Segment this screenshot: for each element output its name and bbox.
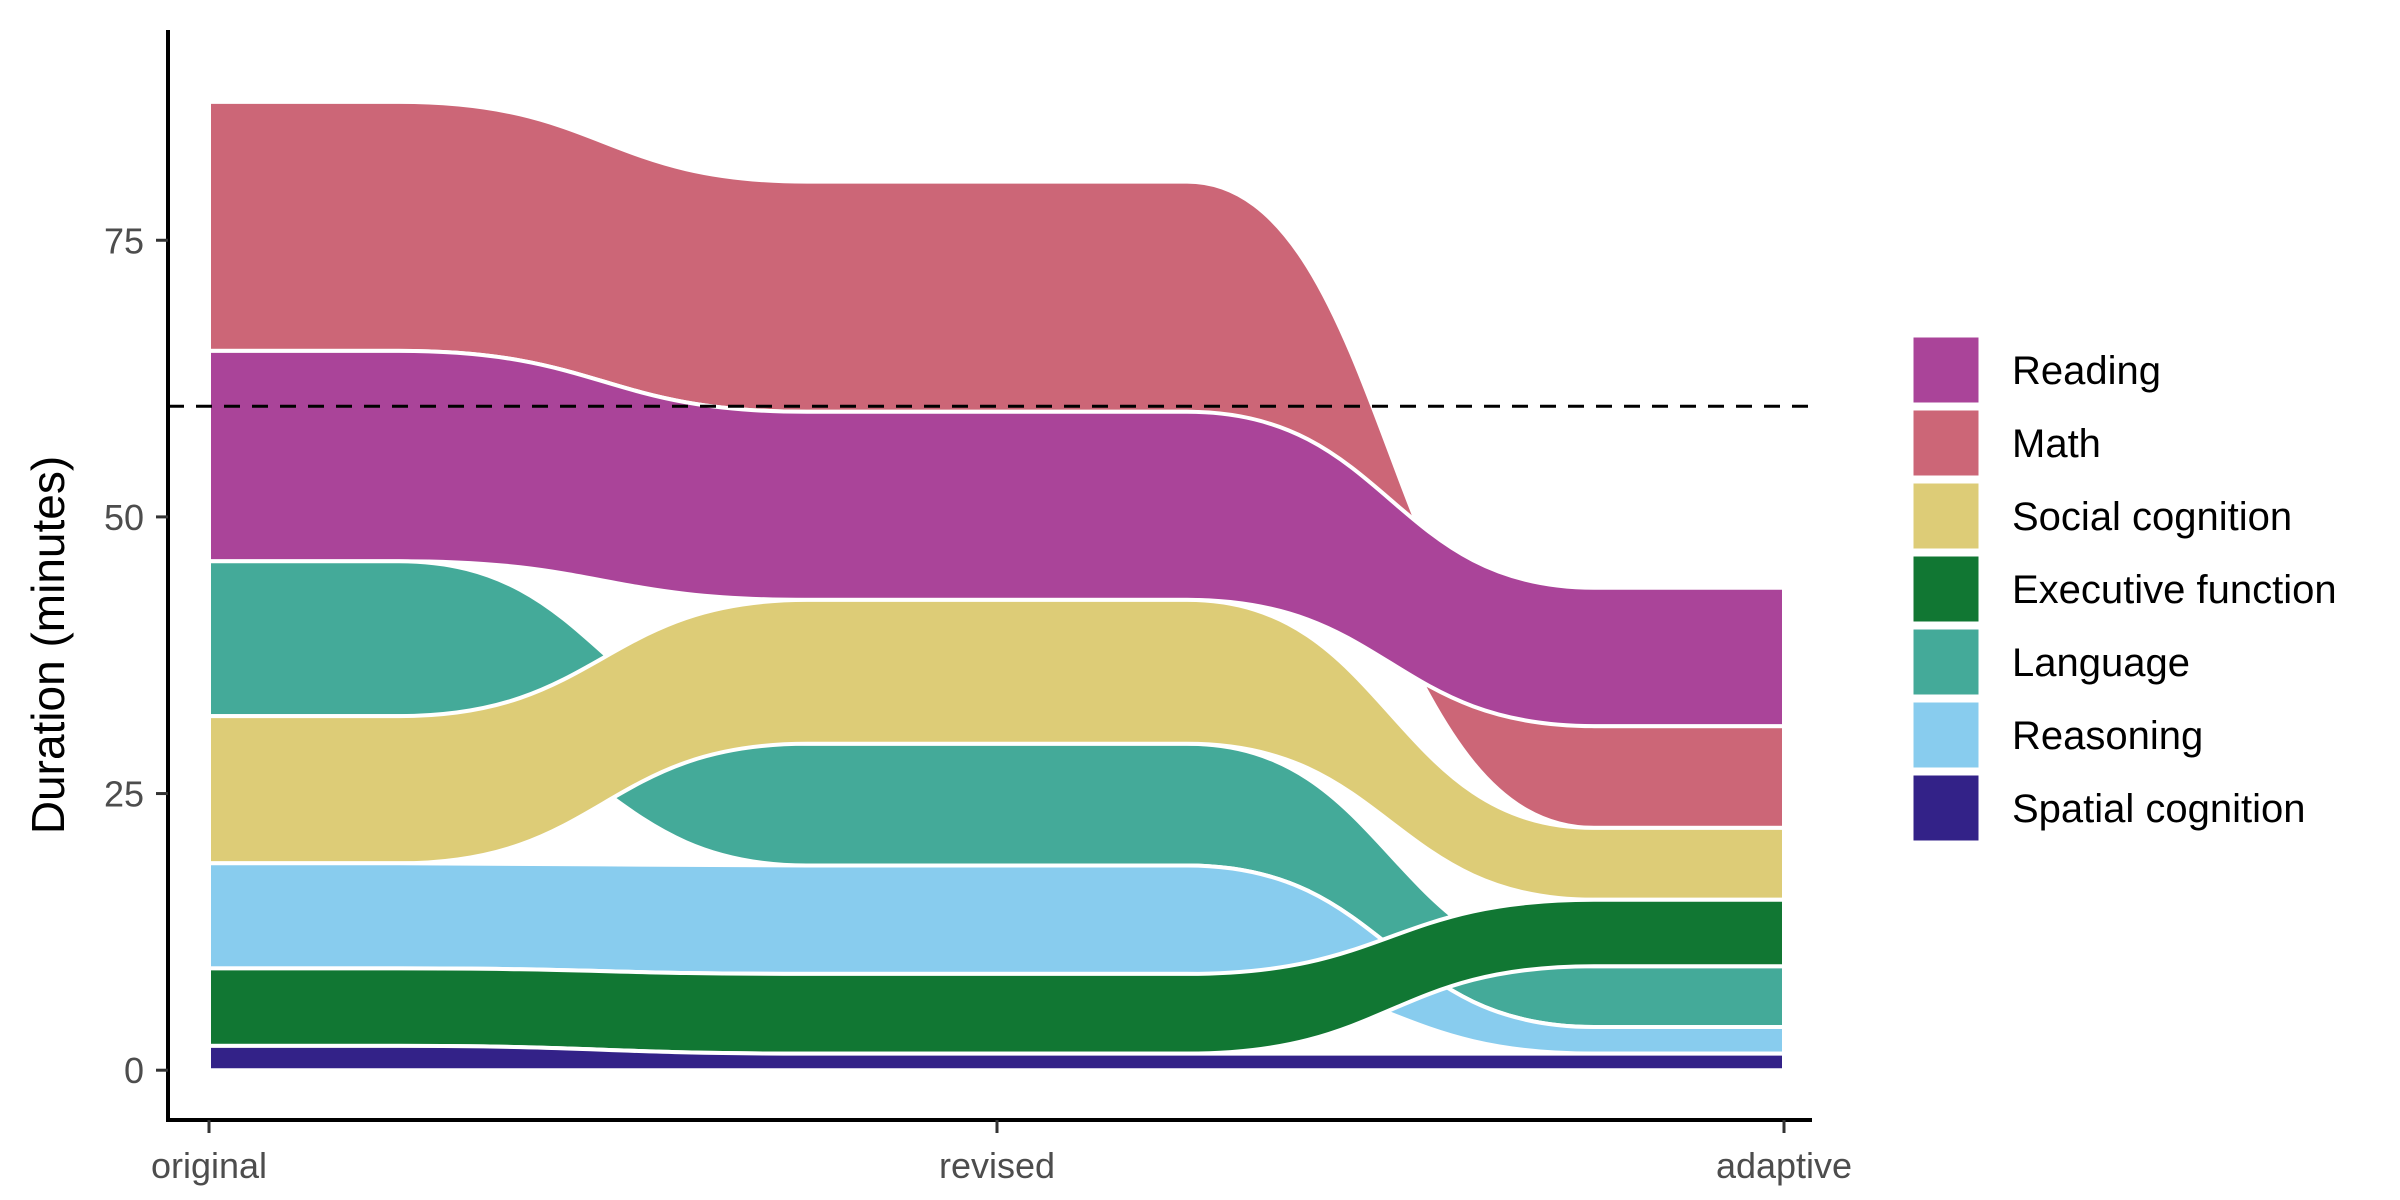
- legend-swatch: [1910, 626, 1982, 698]
- legend-label: Executive function: [2012, 568, 2337, 612]
- band-social-cognition: [207, 597, 1786, 902]
- y-ticks: 0 25 50 75: [104, 220, 168, 1091]
- x-tick-label: revised: [939, 1145, 1055, 1186]
- legend: Reading Math Social cognition Executive fun…: [1910, 334, 2337, 844]
- stream-bands: [207, 99, 1786, 1073]
- legend-swatch: [1910, 699, 1982, 771]
- legend-swatch: [1910, 772, 1982, 844]
- y-tick-label: 0: [124, 1050, 144, 1091]
- legend-item-executive-function: Executive function: [1910, 553, 2337, 625]
- y-tick-label: 25: [104, 774, 144, 815]
- y-axis-title: Duration (minutes): [22, 456, 74, 834]
- x-ticks: original revised adaptive: [151, 1120, 1852, 1186]
- legend-item-language: Language: [1910, 626, 2190, 698]
- legend-label: Math: [2012, 422, 2101, 466]
- legend-item-reading: Reading: [1910, 334, 2161, 406]
- band-reading: [207, 348, 1786, 729]
- legend-item-social-cognition: Social cognition: [1910, 480, 2292, 552]
- legend-label: Reasoning: [2012, 714, 2203, 758]
- axes: [166, 30, 1812, 1122]
- legend-item-reasoning: Reasoning: [1910, 699, 2203, 771]
- legend-swatch: [1910, 334, 1982, 406]
- y-tick-label: 75: [104, 220, 144, 261]
- legend-swatch: [1910, 407, 1982, 479]
- band-spatial-cognition: [207, 1043, 1786, 1073]
- legend-label: Language: [2012, 641, 2190, 685]
- legend-label: Social cognition: [2012, 495, 2292, 539]
- y-tick-label: 50: [104, 497, 144, 538]
- legend-swatch: [1910, 480, 1982, 552]
- legend-swatch: [1910, 553, 1982, 625]
- x-tick-label: adaptive: [1716, 1145, 1852, 1186]
- legend-label: Spatial cognition: [2012, 787, 2306, 831]
- legend-item-spatial-cognition: Spatial cognition: [1910, 772, 2306, 844]
- legend-label: Reading: [2012, 349, 2161, 393]
- legend-item-math: Math: [1910, 407, 2101, 479]
- x-tick-label: original: [151, 1145, 267, 1186]
